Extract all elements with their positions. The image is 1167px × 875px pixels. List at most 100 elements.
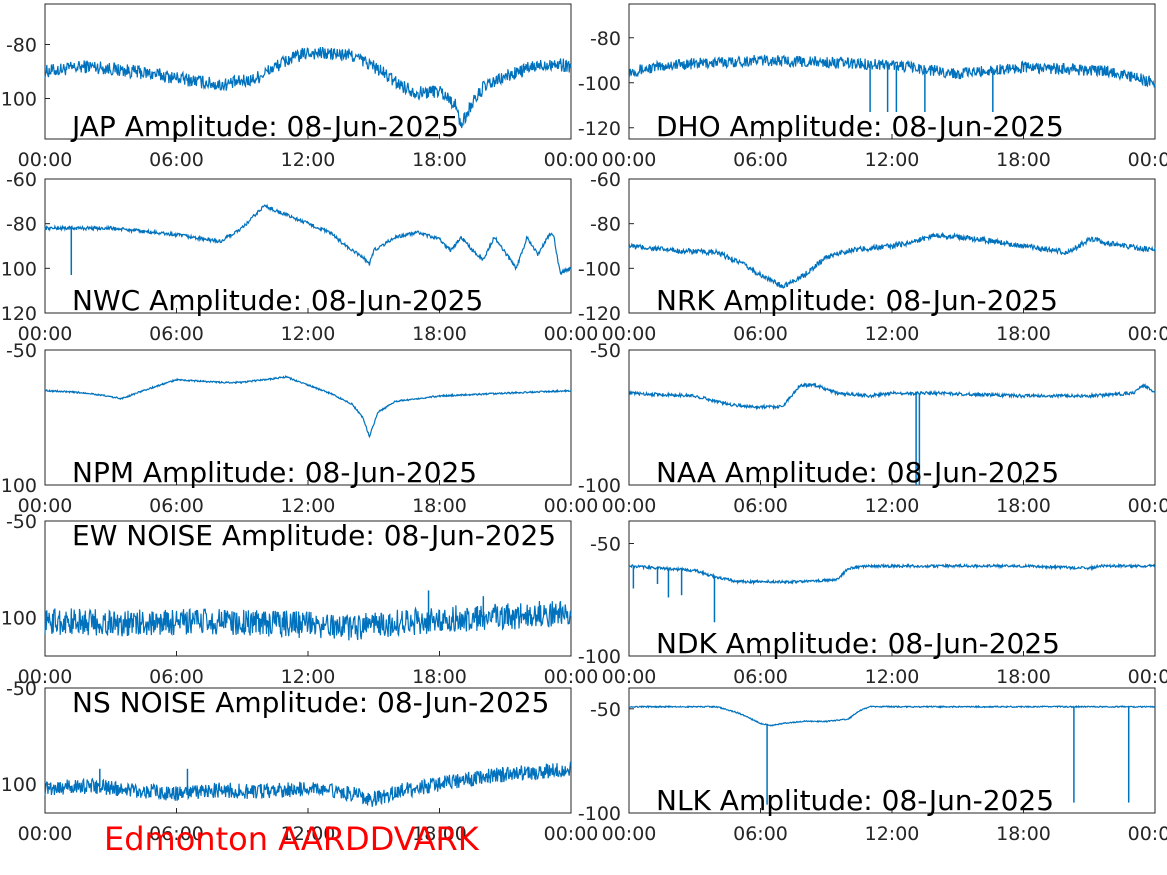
plot-area — [44, 3, 572, 140]
panel-1: 00:00 06:00 12:00 18:00 00:00 -80 100 JAP Ampli… — [1, 3, 599, 171]
series-line — [44, 46, 572, 129]
plot-area — [44, 520, 572, 657]
y-tick-label: -80 — [590, 214, 621, 236]
panel-title: EW NOISE Amplitude: 08-Jun-2025 — [72, 519, 556, 552]
x-tick-label: 00:00 — [602, 823, 657, 845]
x-tick-label: 18:00 — [412, 323, 467, 345]
y-tick-label: -50 — [6, 340, 37, 362]
x-tick-label: 06:00 — [733, 149, 788, 171]
y-tick-label: -120 — [578, 118, 621, 140]
y-tick-label: -50 — [6, 678, 37, 700]
x-tick-label: 06:00 — [149, 495, 204, 517]
panel-title: NPM Amplitude: 08-Jun-2025 — [72, 456, 477, 489]
y-tick-label: -80 — [6, 214, 37, 236]
x-tick-label: 00:00 — [18, 149, 73, 171]
x-tick-label: 00:00 — [602, 323, 657, 345]
x-tick-label: 00:00 — [18, 495, 73, 517]
x-tick-label: 18:00 — [412, 823, 467, 845]
x-tick-label: 00:00 — [1128, 149, 1167, 171]
x-tick-label: 00:00 — [602, 666, 657, 688]
panel-6: 00:00 06:00 12:00 18:00 00:00 -50 -100 NAA Ampl… — [578, 340, 1167, 517]
x-tick-label: 00:00 — [544, 495, 599, 517]
series-line — [628, 231, 1156, 289]
x-tick-label: 06:00 — [733, 323, 788, 345]
panel-title: NDK Amplitude: 08-Jun-2025 — [656, 627, 1060, 660]
y-tick-label: -80 — [590, 28, 621, 50]
x-tick-label: 00:00 — [1128, 666, 1167, 688]
x-tick-label: 18:00 — [996, 823, 1051, 845]
x-tick-label: 06:00 — [733, 495, 788, 517]
x-tick-label: 00:00 — [544, 323, 599, 345]
x-tick-label: 18:00 — [412, 149, 467, 171]
series-line — [44, 761, 572, 807]
y-tick-label: -60 — [6, 169, 37, 191]
plot-area — [628, 687, 1156, 814]
footer-label: Edmonton AARDDVARK — [104, 820, 479, 858]
x-tick-label: 06:00 — [733, 823, 788, 845]
x-tick-label: 06:00 — [149, 149, 204, 171]
x-tick-label: 00:00 — [18, 666, 73, 688]
x-tick-label: 18:00 — [996, 666, 1051, 688]
x-tick-label: 06:00 — [149, 823, 204, 845]
x-tick-label: 12:00 — [865, 823, 920, 845]
x-tick-label: 12:00 — [281, 823, 336, 845]
panel-8: 00:00 06:00 12:00 18:00 00:00 -50 -100 NDK Ampl… — [578, 520, 1167, 688]
plot-area — [44, 178, 572, 314]
y-tick-label: -50 — [590, 340, 621, 362]
x-tick-label: 12:00 — [865, 323, 920, 345]
series-line — [628, 562, 1156, 586]
x-tick-label: 00:00 — [602, 149, 657, 171]
y-tick-label: -60 — [590, 169, 621, 191]
x-tick-label: 12:00 — [865, 149, 920, 171]
y-tick-label: 100 — [1, 607, 37, 629]
x-tick-label: 00:00 — [18, 823, 73, 845]
y-tick-label: -50 — [590, 699, 621, 721]
x-tick-label: 00:00 — [18, 323, 73, 345]
panel-title: NAA Amplitude: 08-Jun-2025 — [656, 456, 1059, 489]
y-tick-label: 100 — [1, 89, 37, 111]
panel-title: NLK Amplitude: 08-Jun-2025 — [656, 784, 1054, 817]
x-tick-label: 00:00 — [1128, 323, 1167, 345]
y-tick-label: -100 — [578, 73, 621, 95]
y-tick-label: -100 — [578, 258, 621, 280]
panel-7: 00:00 06:00 12:00 18:00 00:00 -50 100 EW NOISE … — [1, 511, 599, 688]
panel-title: JAP Amplitude: 08-Jun-2025 — [70, 110, 459, 143]
plot-area — [44, 349, 572, 486]
series-line — [628, 382, 1156, 411]
y-tick-label: -120 — [578, 303, 621, 325]
y-tick-label: 120 — [1, 303, 37, 325]
panel-9: 00:00 06:00 12:00 18:00 00:00 -50 100 NS NOISE … — [1, 678, 599, 845]
series-line — [628, 704, 1156, 727]
x-tick-label: 00:00 — [544, 666, 599, 688]
x-tick-label: 18:00 — [996, 495, 1051, 517]
x-tick-label: 00:00 — [544, 149, 599, 171]
x-tick-label: 06:00 — [149, 323, 204, 345]
x-tick-label: 12:00 — [865, 495, 920, 517]
x-tick-label: 12:00 — [281, 666, 336, 688]
plot-area — [628, 520, 1156, 657]
panel-title: DHO Amplitude: 08-Jun-2025 — [656, 110, 1064, 143]
panel-10: 00:00 06:00 12:00 18:00 00:00 -50 -100 NLK Ampl… — [578, 687, 1167, 845]
x-tick-label: 00:00 — [1128, 823, 1167, 845]
panel-title: NS NOISE Amplitude: 08-Jun-2025 — [72, 686, 549, 719]
x-tick-label: 06:00 — [149, 666, 204, 688]
x-tick-label: 18:00 — [996, 323, 1051, 345]
y-tick-label: -100 — [578, 646, 621, 668]
x-tick-label: 18:00 — [412, 495, 467, 517]
panel-3: 00:00 06:00 12:00 18:00 00:00 -60 -80 100 120 NWC… — [1, 169, 599, 345]
panel-title: NRK Amplitude: 08-Jun-2025 — [656, 284, 1058, 317]
x-tick-label: 12:00 — [281, 323, 336, 345]
series-line — [44, 375, 572, 439]
series-line — [44, 203, 572, 276]
y-tick-label: -50 — [590, 534, 621, 556]
y-tick-label: -100 — [578, 803, 621, 825]
series-line — [628, 54, 1156, 88]
y-tick-label: -50 — [6, 511, 37, 533]
x-tick-label: 12:00 — [281, 149, 336, 171]
x-tick-label: 06:00 — [733, 666, 788, 688]
x-tick-label: 00:00 — [1128, 495, 1167, 517]
x-tick-label: 12:00 — [281, 495, 336, 517]
x-tick-label: 18:00 — [996, 149, 1051, 171]
x-tick-label: 12:00 — [865, 666, 920, 688]
